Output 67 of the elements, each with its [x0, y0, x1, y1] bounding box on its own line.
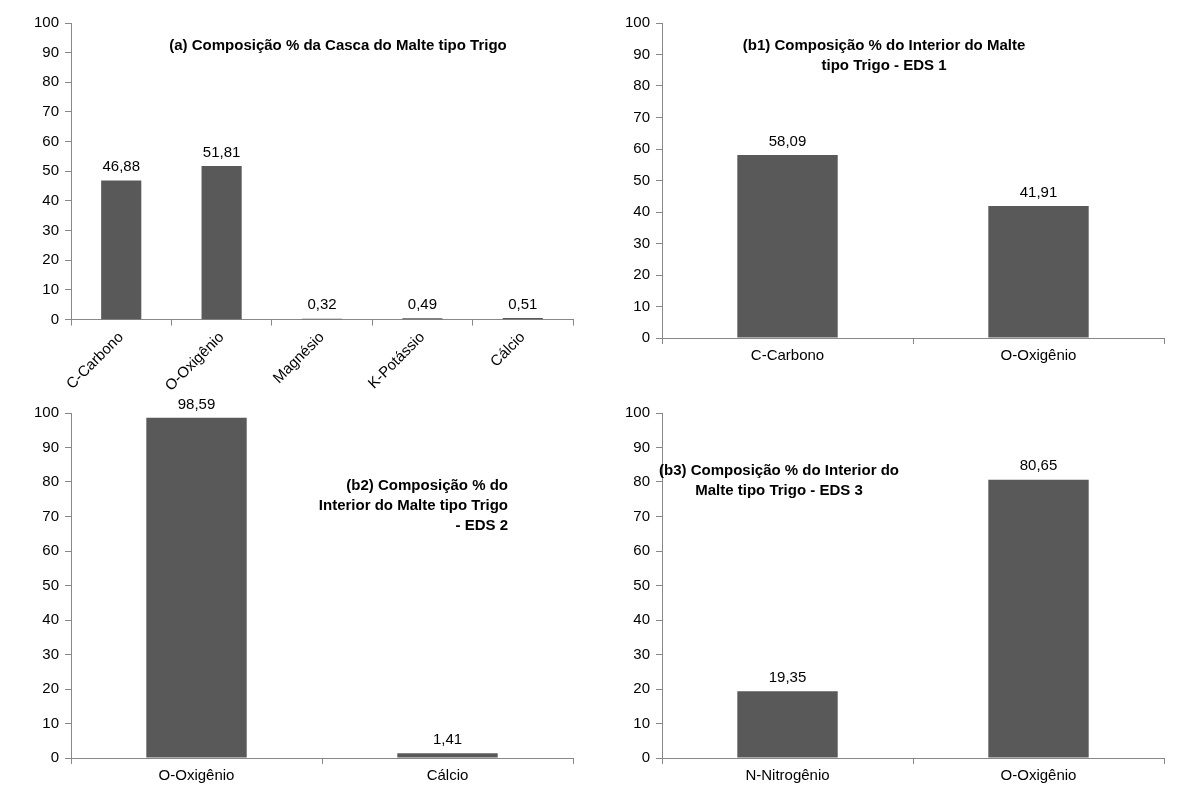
y-tick-label: 30: [633, 233, 651, 251]
y-tick-label: 40: [633, 610, 651, 628]
data-label: 80,65: [1019, 456, 1058, 474]
y-tick-label: 70: [633, 107, 651, 125]
bar: [201, 165, 242, 320]
text: (b1) Composição % do Interior do Malte tipo Trigo - EDS 1: [742, 35, 1026, 73]
y-tick-label: 0: [641, 328, 651, 346]
x-tick-label: N-Nitrogênio: [745, 766, 830, 784]
bar: [101, 180, 142, 320]
y-tick-label: 80: [633, 472, 651, 490]
y-tick-label: 60: [42, 541, 60, 559]
y-tick-label: 0: [641, 748, 651, 766]
y-tick-label: 30: [633, 644, 651, 662]
y-tick-label: 90: [42, 437, 60, 455]
y-tick-label: 0: [50, 309, 60, 327]
y-tick-label: 80: [42, 72, 60, 90]
x-tick-label: O-Oxigênio: [1000, 346, 1077, 364]
y-tick-label: 100: [625, 13, 651, 31]
y-tick-label: 40: [42, 191, 60, 209]
data-label: 1,41: [432, 729, 463, 747]
y-tick-label: 50: [633, 575, 651, 593]
y-tick-label: 30: [42, 220, 60, 238]
x-tick-label: O-Oxigênio: [1000, 766, 1077, 784]
text: (b3) Composição % do Interior do Malte tipo Trigo - EDS 3: [658, 460, 900, 498]
data-label: 0,51: [508, 294, 538, 312]
y-tick-label: 40: [42, 610, 60, 628]
y-tick-label: 50: [633, 170, 651, 188]
y-tick-label: 50: [42, 161, 60, 179]
y-tick-label: 0: [50, 748, 60, 766]
x-tick-label: C-Carbono: [750, 346, 825, 364]
text: (b2) Composição % do Interior do Malte tipo Trigo - EDS 2: [318, 475, 508, 533]
y-tick-label: 100: [34, 13, 60, 31]
y-tick-label: 20: [633, 679, 651, 697]
y-tick-label: 20: [42, 250, 60, 268]
y-tick-label: 100: [625, 403, 651, 421]
y-tick-label: 10: [42, 280, 60, 298]
y-tick-label: 20: [633, 265, 651, 283]
data-label: 46,88: [102, 157, 140, 175]
y-tick-label: 90: [633, 44, 651, 62]
y-tick-label: 70: [42, 506, 60, 524]
y-tick-label: 10: [633, 296, 651, 314]
y-tick-label: 10: [42, 713, 60, 731]
text: (a) Composição % da Casca do Malte tipo Trigo: [169, 35, 507, 53]
y-tick-label: 70: [42, 102, 60, 120]
data-label: 0,49: [407, 294, 438, 312]
data-label: 0,32: [307, 295, 337, 313]
x-tick-label: Cálcio: [426, 766, 469, 784]
y-tick-label: 60: [633, 139, 651, 157]
data-label: 19,35: [768, 667, 807, 685]
y-tick-label: 10: [633, 713, 651, 731]
data-label: 58,09: [768, 131, 807, 149]
y-tick-label: 60: [633, 541, 651, 559]
data-label: 41,91: [1019, 182, 1058, 200]
y-tick-label: 70: [633, 506, 651, 524]
data-label: 98,59: [177, 394, 216, 412]
y-tick-label: 20: [42, 679, 60, 697]
y-tick-label: 90: [42, 42, 60, 60]
y-tick-label: 50: [42, 575, 60, 593]
y-tick-label: 60: [42, 131, 60, 149]
y-tick-label: 80: [633, 76, 651, 94]
y-tick-label: 80: [42, 472, 60, 490]
y-tick-label: 90: [633, 437, 651, 455]
data-label: 51,81: [202, 142, 241, 160]
x-tick-label: O-Oxigênio: [158, 766, 235, 784]
y-tick-label: 40: [633, 202, 651, 220]
y-tick-label: 100: [34, 403, 60, 421]
y-tick-label: 30: [42, 644, 60, 662]
